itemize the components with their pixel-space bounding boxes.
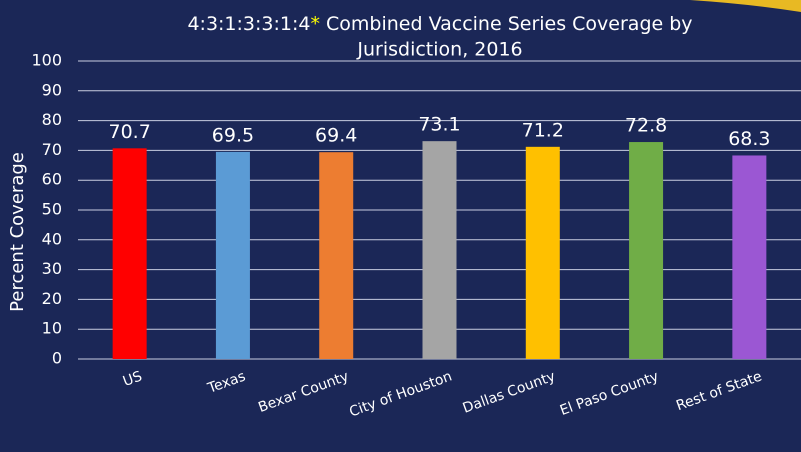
y-tick-label: 20 [42,289,62,308]
y-tick-label: 30 [42,259,62,278]
title-part: Combined Vaccine Series Coverage by [320,13,693,35]
corner-swoosh [690,0,801,12]
bar [215,151,250,359]
value-label: 73.1 [418,114,460,136]
chart-title: Jurisdiction, 2016 [356,39,522,61]
value-label: 69.5 [212,124,254,146]
y-tick-label: 80 [42,110,62,129]
value-label: 68.3 [728,128,770,150]
y-tick-label: 0 [52,349,62,368]
y-tick-label: 100 [31,51,62,70]
bar [112,148,147,359]
y-tick-label: 10 [42,319,62,338]
bar [732,155,767,359]
y-tick-label: 40 [42,229,62,248]
y-tick-label: 90 [42,80,62,99]
y-tick-label: 60 [42,170,62,189]
y-tick-label: 50 [42,200,62,219]
value-label: 70.7 [108,121,150,143]
bar [422,141,457,359]
y-tick-label: 70 [42,140,62,159]
x-tick-label: US [121,368,145,390]
value-label: 72.8 [625,115,667,137]
title-part: 4:3:1:3:3:1:4 [187,13,310,35]
y-axis-label: Percent Coverage [7,152,28,312]
bar [525,146,560,359]
bar [629,142,664,359]
chart-title: 4:3:1:3:3:1:4* Combined Vaccine Series C… [187,13,692,35]
value-label: 71.2 [522,119,564,141]
bar [319,152,354,359]
value-label: 69.4 [315,125,357,147]
title-asterisk: * [310,13,320,35]
